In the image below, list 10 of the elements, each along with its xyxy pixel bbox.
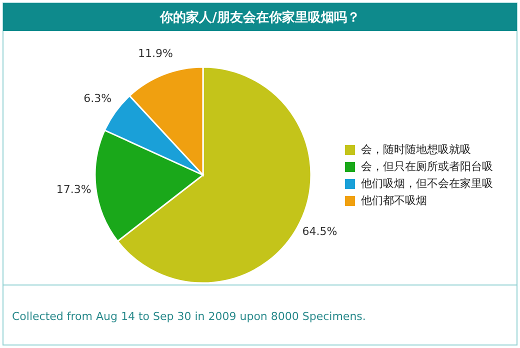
chart-title: 你的家人/朋友会在你家里吸烟吗？: [159, 10, 360, 26]
legend-label: 他们吸烟，但不会在家里吸: [361, 177, 493, 190]
legend-label: 会，随时随地想吸就吸: [361, 143, 471, 156]
legend-label: 他们都不吸烟: [361, 194, 427, 208]
text: Collected from Aug 14 to Sep 30 in 2009 upon 8000 Specimens.: [12, 310, 366, 323]
legend-label: 会，但只在厕所或者阳台吸: [361, 160, 493, 174]
data-label: 17.3%: [56, 183, 92, 196]
data-label: 11.9%: [138, 46, 173, 60]
data-label: 64.5%: [302, 225, 338, 238]
data-label: 6.3%: [84, 92, 112, 105]
